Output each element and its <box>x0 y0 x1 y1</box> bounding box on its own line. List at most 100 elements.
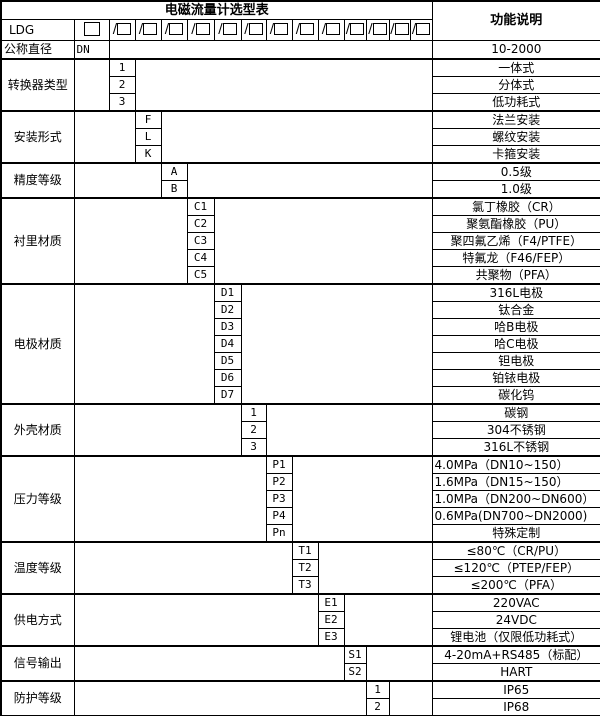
empty-box-icon <box>117 23 132 35</box>
desc-cell: 氯丁橡胶（CR） <box>431 197 600 216</box>
group-lining-material: 衬里材质 C1 氯丁橡胶（CR） <box>0 197 600 285</box>
model-box-cell: / <box>317 19 345 41</box>
code-cell: K <box>134 145 162 164</box>
model-box-cell: / <box>291 19 319 41</box>
empty-box-icon <box>394 23 409 35</box>
code-cell: E2 <box>317 611 345 629</box>
model-box-cell: / <box>186 19 215 41</box>
filler-cell <box>213 197 433 285</box>
code-cell: 3 <box>240 438 267 457</box>
empty-box-icon <box>350 23 365 35</box>
desc-cell: 法兰安装 <box>431 110 600 129</box>
group-label: 供电方式 <box>0 593 75 647</box>
desc-cell: 铂铱电极 <box>431 369 600 387</box>
code-cell: P3 <box>265 490 293 508</box>
code-cell: DN <box>73 40 110 60</box>
desc-cell: 316L不锈钢 <box>431 438 600 457</box>
filler-cell <box>73 593 319 647</box>
code-cell: Pn <box>265 524 293 543</box>
group-label: 精度等级 <box>0 162 75 199</box>
group-label: 外壳材质 <box>0 403 75 457</box>
code-cell: C1 <box>186 197 215 216</box>
group-label: 安装形式 <box>0 110 75 164</box>
desc-cell: 哈B电极 <box>431 318 600 336</box>
group-label: 防护等级 <box>0 680 75 716</box>
group-power-supply: 供电方式 E1 220VAC <box>0 593 600 647</box>
desc-cell: 0.6MPa(DN700~DN2000) <box>431 507 600 525</box>
model-box-cell: / <box>134 19 162 41</box>
group-accuracy-class: 精度等级 A 0.5级 <box>0 162 600 199</box>
model-code-row: LDG / / / / / / / / / / / / / <box>0 19 600 41</box>
group-housing-material: 外壳材质 1 碳钢 <box>0 403 600 457</box>
desc-cell: 1.0MPa（DN200~DN600） <box>431 490 600 508</box>
desc-cell: 锂电池（仅限低功耗式） <box>431 628 600 647</box>
filler-cell <box>73 197 188 285</box>
desc-cell: 220VAC <box>431 593 600 612</box>
desc-cell: 特殊定制 <box>431 524 600 543</box>
code-cell: P4 <box>265 507 293 525</box>
filler-cell <box>343 593 433 647</box>
desc-cell: 1.0级 <box>431 180 600 199</box>
desc-cell: 螺纹安装 <box>431 128 600 146</box>
model-box-cell: / <box>265 19 293 41</box>
filler-cell <box>73 110 136 164</box>
code-cell: S1 <box>343 645 367 664</box>
model-prefix: LDG <box>0 19 75 41</box>
code-cell: 1 <box>240 403 267 422</box>
empty-box-icon <box>372 23 387 35</box>
group-signal-output: 信号输出 S1 4-20mA+RS485（标配） <box>0 645 600 682</box>
desc-cell: 4-20mA+RS485（标配） <box>431 645 600 664</box>
empty-box-icon <box>143 23 158 35</box>
empty-box-icon <box>274 23 289 35</box>
code-cell: D3 <box>213 318 242 336</box>
code-cell: E1 <box>317 593 345 612</box>
desc-cell: ≤120℃（PTEP/FEP） <box>431 559 600 577</box>
code-cell: D2 <box>213 301 242 319</box>
filler-cell <box>134 58 433 112</box>
desc-cell: ≤200℃（PFA） <box>431 576 600 595</box>
desc-cell: 哈C电极 <box>431 335 600 353</box>
filler-cell <box>291 455 433 543</box>
desc-cell: 304不锈钢 <box>431 421 600 439</box>
group-label: 压力等级 <box>0 455 75 543</box>
desc-cell: 分体式 <box>431 76 600 94</box>
filler-cell <box>186 162 433 199</box>
group-converter-type: 转换器类型 1 一体式 <box>0 58 600 112</box>
code-cell: 3 <box>108 93 136 112</box>
filler-cell <box>160 110 433 164</box>
empty-box-icon <box>195 23 210 35</box>
code-cell: D4 <box>213 335 242 353</box>
model-box-cell: / <box>213 19 242 41</box>
model-box-cell: / <box>108 19 136 41</box>
group-label: 衬里材质 <box>0 197 75 285</box>
code-cell: 1 <box>365 680 390 699</box>
code-cell: D7 <box>213 386 242 405</box>
desc-cell: IP65 <box>431 680 600 699</box>
code-cell: C4 <box>186 249 215 267</box>
empty-box-icon <box>416 23 431 35</box>
code-cell: B <box>160 180 188 199</box>
code-cell: 2 <box>108 76 136 94</box>
code-cell: 2 <box>365 698 390 716</box>
group-label: 信号输出 <box>0 645 75 682</box>
desc-cell: 24VDC <box>431 611 600 629</box>
empty-box-icon <box>169 23 184 35</box>
code-cell: A <box>160 162 188 181</box>
desc-cell: 钽电极 <box>431 352 600 370</box>
filler-cell <box>73 162 162 199</box>
group-label: 公称直径 <box>0 40 75 60</box>
desc-cell: 1.6MPa（DN15~150） <box>431 473 600 491</box>
desc-cell: 4.0MPa（DN10~150） <box>431 455 600 474</box>
desc-cell: 共聚物（PFA） <box>431 266 600 285</box>
desc-cell: 0.5级 <box>431 162 600 181</box>
model-box-cell: / <box>240 19 267 41</box>
group-nominal-diameter: 公称直径 DN 10-2000 <box>0 40 600 60</box>
empty-box-icon <box>326 23 341 35</box>
code-cell: E3 <box>317 628 345 647</box>
filler-cell <box>73 680 367 716</box>
filler-cell <box>240 283 433 405</box>
model-box-cell: / <box>365 19 390 41</box>
code-cell: T2 <box>291 559 319 577</box>
code-cell: L <box>134 128 162 146</box>
